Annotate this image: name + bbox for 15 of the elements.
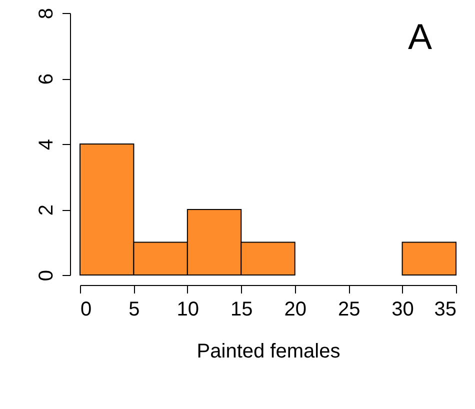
- x-tick-label: 20: [284, 298, 306, 320]
- x-tick-label: 25: [338, 298, 360, 320]
- y-tick-label: 6: [36, 73, 58, 85]
- x-axis-title: Painted females: [196, 340, 340, 362]
- x-tick-label: 10: [176, 298, 200, 320]
- x-tick-label: 5: [128, 298, 140, 320]
- y-tick-label: 8: [36, 8, 58, 20]
- x-tick-label: 35: [434, 298, 456, 320]
- x-tick-label: 15: [230, 298, 253, 320]
- y-tick-label: 4: [36, 138, 58, 150]
- y-tick-label: 2: [36, 204, 58, 216]
- y-tick-label: 0: [36, 270, 58, 282]
- x-tick-label: 30: [392, 298, 414, 320]
- annotation: A: [408, 16, 432, 57]
- x-tick-label: 0: [80, 298, 92, 320]
